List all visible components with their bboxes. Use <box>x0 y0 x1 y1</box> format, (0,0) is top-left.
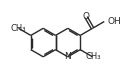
Text: OH: OH <box>108 17 122 26</box>
Text: CH₃: CH₃ <box>85 52 101 61</box>
Text: O: O <box>83 12 90 21</box>
Text: CH₃: CH₃ <box>10 24 25 33</box>
Text: N: N <box>65 52 71 61</box>
